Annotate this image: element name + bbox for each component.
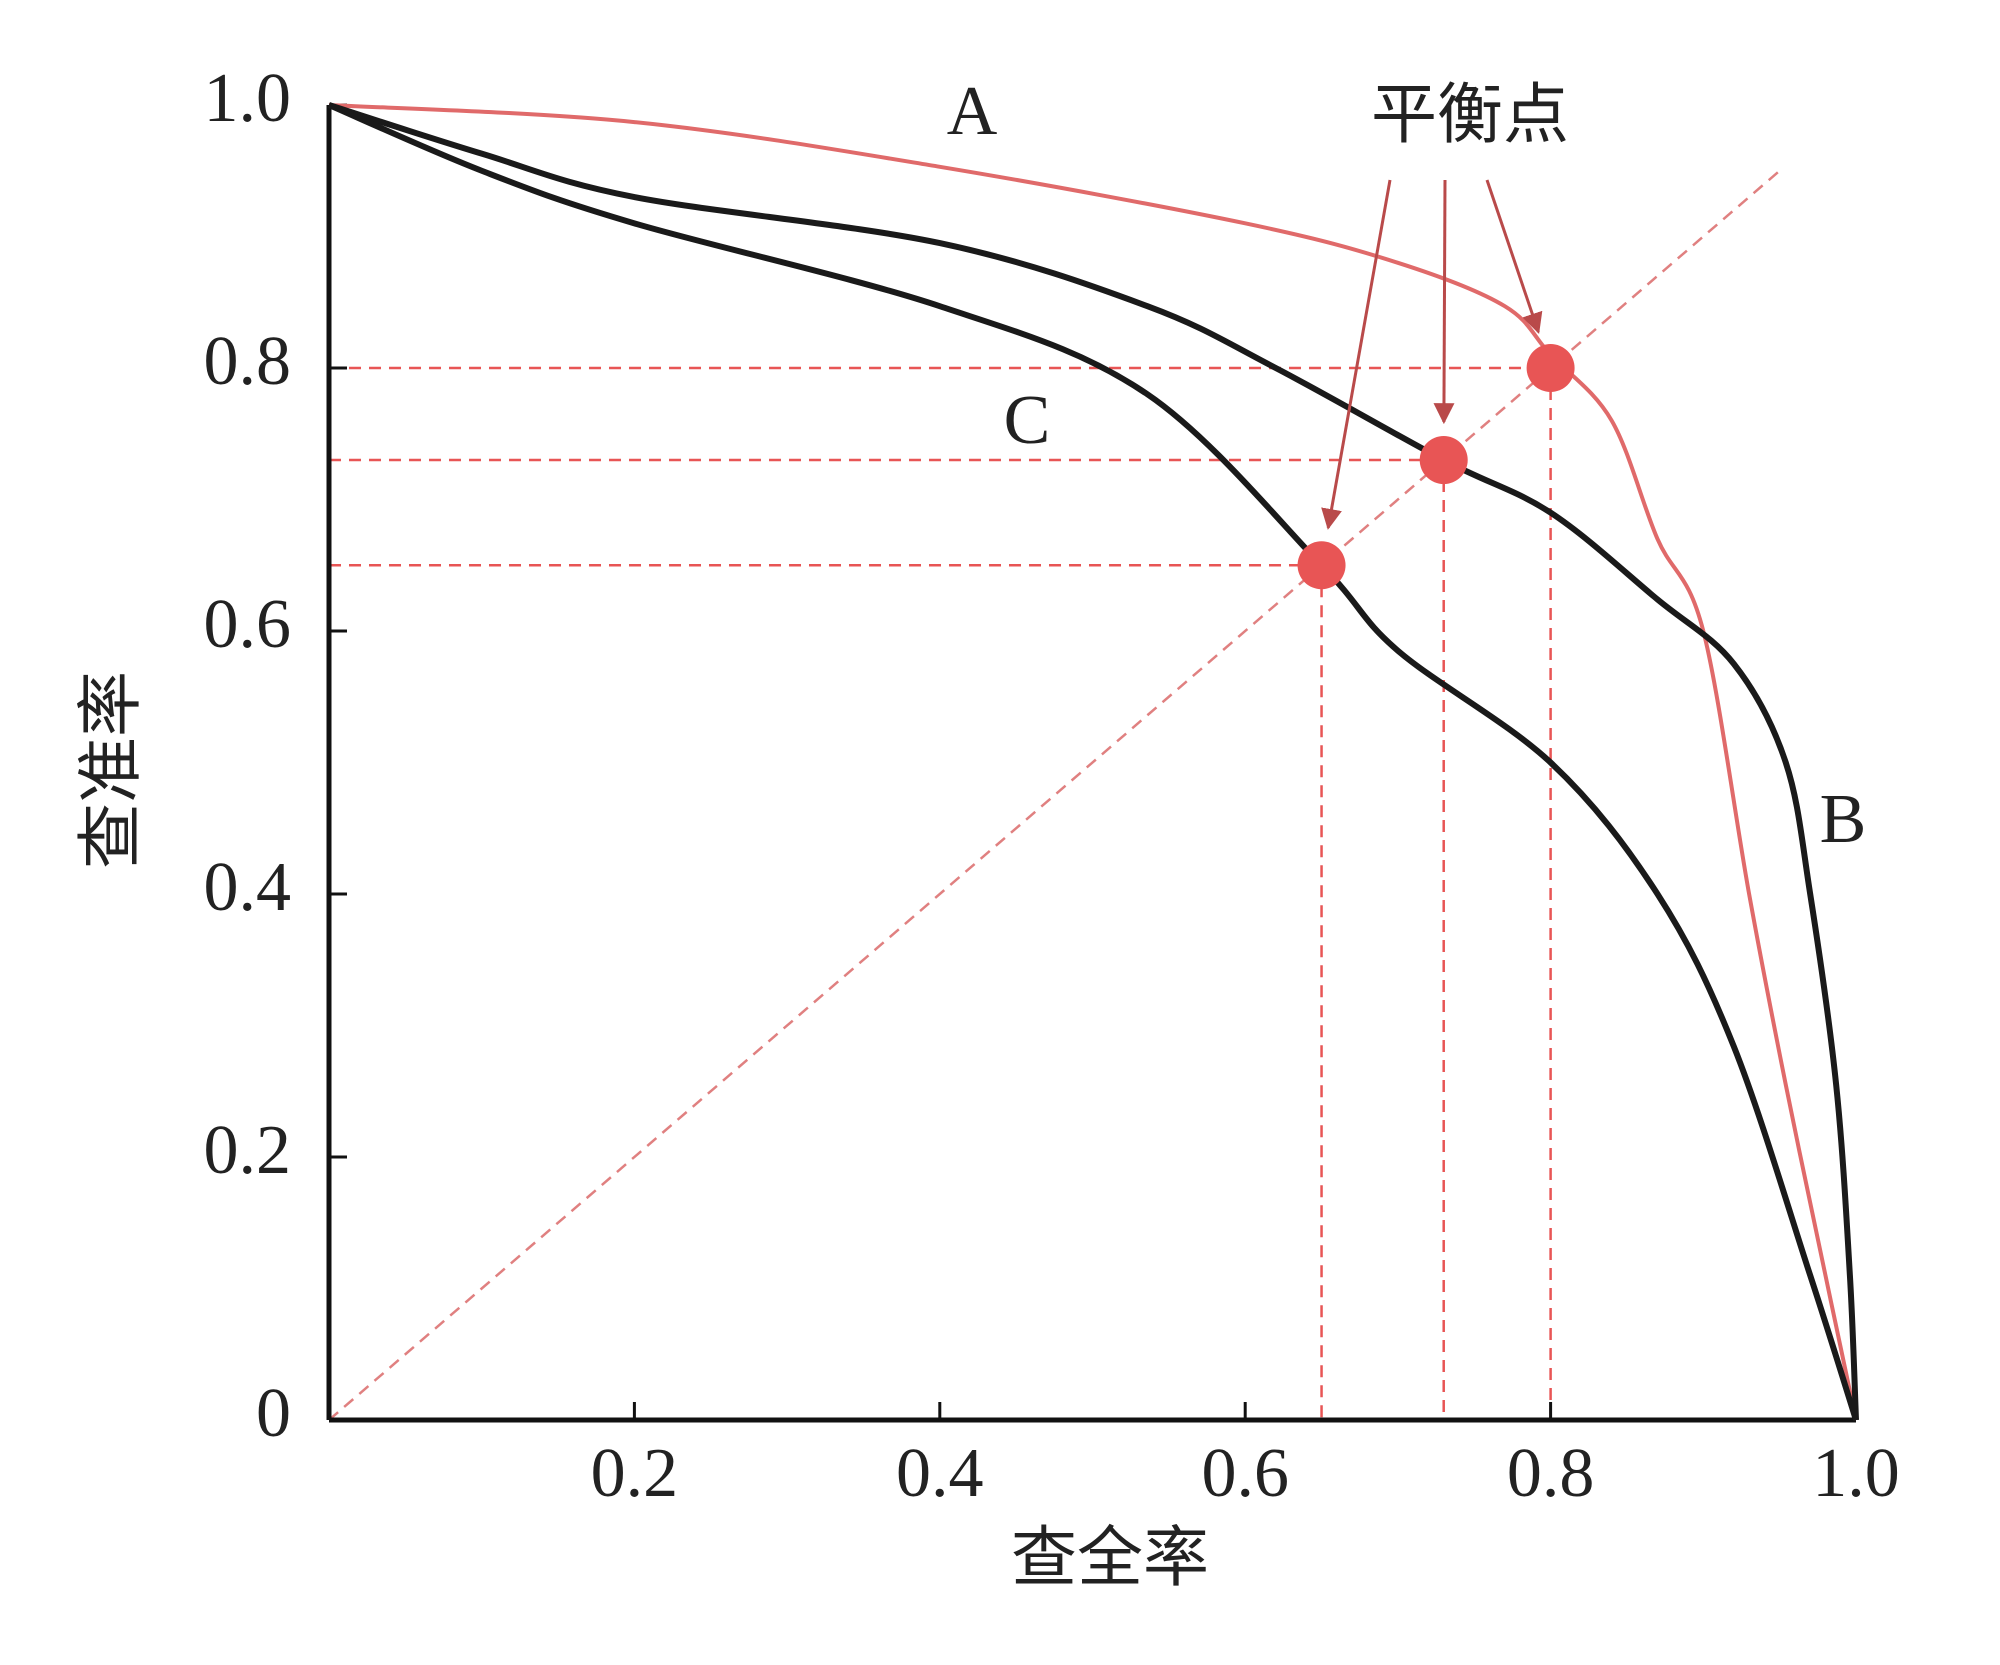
y-tick-label: 1.0	[204, 60, 292, 137]
x-tick-label: 0.8	[1507, 1435, 1595, 1512]
series-label: C	[1004, 382, 1051, 459]
y-tick-label: 0.2	[204, 1112, 292, 1189]
y-tick-label: 0.6	[204, 586, 292, 663]
curve	[328, 102, 1859, 1421]
y-tick-label: 0	[256, 1375, 291, 1452]
break-even-point	[1526, 344, 1575, 392]
x-tick-label: 1.0	[1812, 1435, 1900, 1512]
x-tick-label: 0.6	[1201, 1435, 1289, 1512]
break-even-point	[1419, 436, 1468, 485]
x-axis-label: 查全率	[1011, 1522, 1209, 1595]
curve	[327, 102, 1859, 1421]
arrow	[1321, 179, 1392, 530]
y-tick-label: 0.4	[204, 849, 292, 926]
series-label: B	[1820, 781, 1867, 858]
annotation: 平衡点	[1371, 79, 1569, 152]
y-axis-label: 查准率	[75, 671, 148, 869]
arrow	[1433, 179, 1455, 425]
x-tick-label: 0.4	[896, 1435, 984, 1512]
arrow	[1485, 179, 1543, 334]
y-tick-label: 0.8	[204, 323, 292, 400]
x-tick-label: 0.2	[591, 1435, 679, 1512]
series-label: A	[947, 73, 998, 150]
break-even-point	[1297, 541, 1346, 590]
